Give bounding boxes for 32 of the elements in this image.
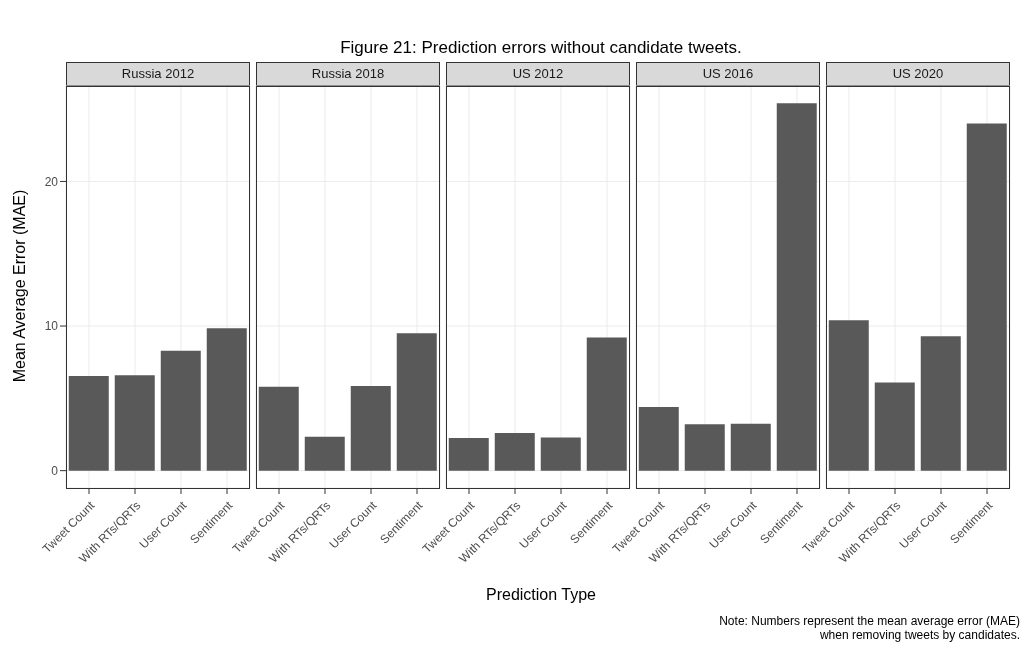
bar: [114, 375, 155, 471]
chart-title: Russia 2018: [256, 62, 440, 86]
bar: [776, 103, 817, 471]
chart-title: Russia 2012: [66, 62, 250, 86]
bar: [68, 375, 109, 471]
bar: [966, 123, 1007, 471]
caption: Figure 21: Prediction errors without candidate tweets.: [339, 38, 743, 58]
bar: [396, 333, 437, 471]
chart-title: US 2016: [636, 62, 820, 86]
bar: [638, 407, 679, 471]
bar: [258, 386, 299, 471]
bar: [684, 424, 725, 471]
x-axis-title: Prediction Type: [485, 586, 597, 604]
bar: [304, 436, 345, 471]
y-tick-label: 10: [44, 319, 59, 334]
bar: [540, 437, 581, 471]
chart-title: US 2012: [446, 62, 630, 86]
chart-title: US 2020: [826, 62, 1010, 86]
bar: [160, 350, 201, 471]
bar: [494, 433, 535, 471]
text: Note: Numbers represent the mean average error (MAE) when removing tweets by candidates.: [719, 614, 1020, 642]
bar: [730, 423, 771, 471]
bar: [206, 328, 247, 471]
bar: [586, 337, 627, 471]
bar: [350, 386, 391, 471]
bar: [874, 382, 915, 471]
bar: [920, 336, 961, 471]
bar: [448, 438, 489, 471]
y-tick-label: 0: [51, 463, 59, 478]
bar: [828, 320, 869, 471]
y-tick-label: 20: [44, 174, 59, 189]
y-axis-title: Mean Average Error (MAE): [11, 188, 29, 385]
